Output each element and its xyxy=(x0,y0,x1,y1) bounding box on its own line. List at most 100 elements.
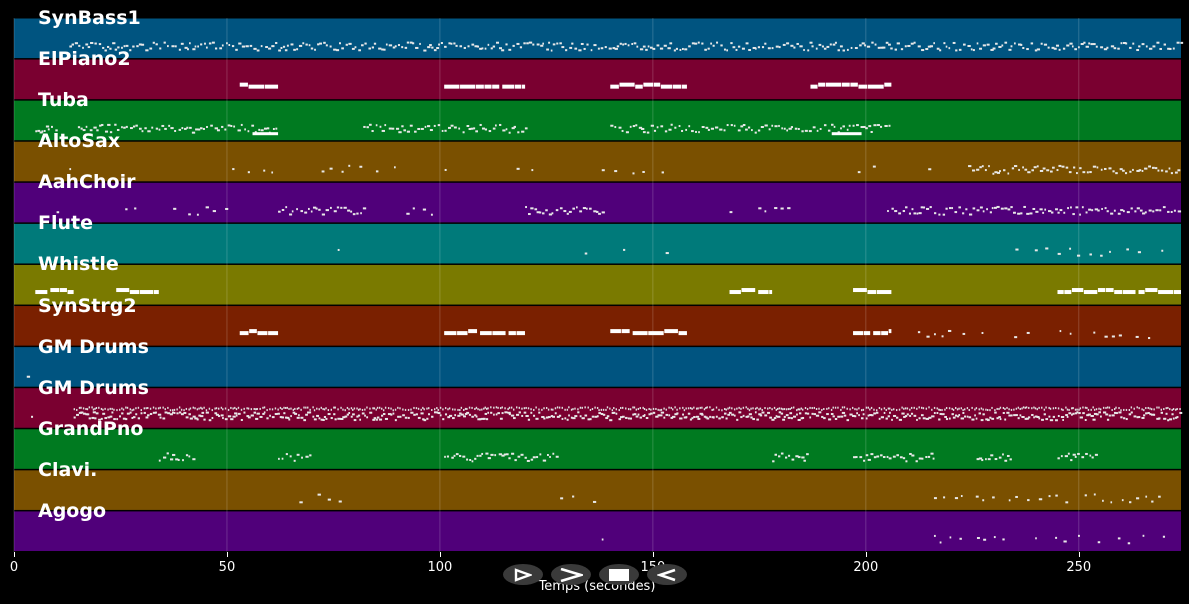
note xyxy=(1060,455,1063,458)
note xyxy=(852,124,855,127)
note xyxy=(975,407,978,410)
note xyxy=(808,130,812,133)
rewind-button[interactable] xyxy=(647,564,687,585)
note xyxy=(272,128,275,131)
note xyxy=(1045,406,1047,409)
note xyxy=(1111,335,1115,338)
note xyxy=(336,206,340,209)
note xyxy=(714,126,719,129)
note xyxy=(274,407,277,410)
note xyxy=(849,413,853,416)
note xyxy=(645,48,648,51)
note xyxy=(1148,165,1151,168)
note xyxy=(865,417,868,420)
note xyxy=(697,41,700,44)
note xyxy=(707,128,710,131)
note xyxy=(546,48,549,51)
note xyxy=(176,412,179,415)
note xyxy=(1105,413,1109,416)
note xyxy=(368,123,372,126)
note xyxy=(455,453,459,456)
note xyxy=(468,128,472,131)
note xyxy=(723,129,726,132)
note xyxy=(224,128,227,131)
note xyxy=(798,412,802,415)
note xyxy=(787,207,791,210)
track-row xyxy=(14,470,1181,510)
note xyxy=(648,413,651,416)
note xyxy=(508,48,512,51)
note xyxy=(231,45,235,48)
note xyxy=(894,210,898,213)
note xyxy=(80,406,82,409)
note xyxy=(1156,41,1160,44)
play-button[interactable] xyxy=(503,564,543,585)
note xyxy=(1108,167,1112,170)
note xyxy=(366,126,369,129)
note xyxy=(618,418,622,421)
note xyxy=(600,47,604,50)
stop-button[interactable] xyxy=(599,564,639,585)
note xyxy=(1091,209,1094,212)
note xyxy=(939,412,942,415)
forward-button[interactable] xyxy=(551,564,591,585)
note xyxy=(1057,211,1060,214)
note xyxy=(964,408,966,411)
note xyxy=(1013,408,1015,411)
note xyxy=(998,45,1002,48)
note xyxy=(296,48,299,51)
note xyxy=(983,538,987,541)
note xyxy=(381,48,384,51)
note xyxy=(819,128,822,131)
note xyxy=(933,42,935,45)
note xyxy=(1165,407,1167,410)
note xyxy=(729,290,741,295)
note xyxy=(643,414,646,417)
note xyxy=(35,130,38,133)
note xyxy=(394,45,397,48)
note xyxy=(484,84,492,89)
note xyxy=(1094,208,1099,211)
note xyxy=(629,408,632,411)
note xyxy=(796,42,799,45)
note xyxy=(578,49,582,52)
note xyxy=(635,408,638,411)
note xyxy=(444,45,447,48)
note xyxy=(939,49,942,52)
note xyxy=(1076,411,1079,414)
note xyxy=(642,131,646,134)
note xyxy=(864,44,867,47)
note xyxy=(528,213,531,216)
note xyxy=(1045,418,1049,421)
note xyxy=(359,165,363,168)
note xyxy=(545,406,548,409)
note xyxy=(395,127,400,130)
note xyxy=(517,131,520,134)
note xyxy=(568,406,570,409)
note xyxy=(1076,408,1078,411)
note xyxy=(798,408,801,411)
note xyxy=(998,408,1000,411)
note xyxy=(525,415,529,418)
note xyxy=(548,213,553,216)
note xyxy=(771,124,774,127)
note xyxy=(1066,415,1069,418)
note xyxy=(521,130,525,133)
note xyxy=(659,409,661,412)
note xyxy=(1013,42,1016,45)
note xyxy=(785,408,788,411)
note xyxy=(253,47,257,50)
note xyxy=(745,406,747,409)
note xyxy=(214,407,216,410)
note xyxy=(632,331,648,336)
note xyxy=(290,415,292,418)
note xyxy=(669,42,673,45)
note xyxy=(100,417,103,420)
note xyxy=(545,209,548,212)
note xyxy=(1106,288,1114,293)
note xyxy=(909,452,912,455)
note xyxy=(457,331,468,336)
note xyxy=(724,408,726,411)
note xyxy=(834,418,838,421)
note xyxy=(1067,452,1070,455)
